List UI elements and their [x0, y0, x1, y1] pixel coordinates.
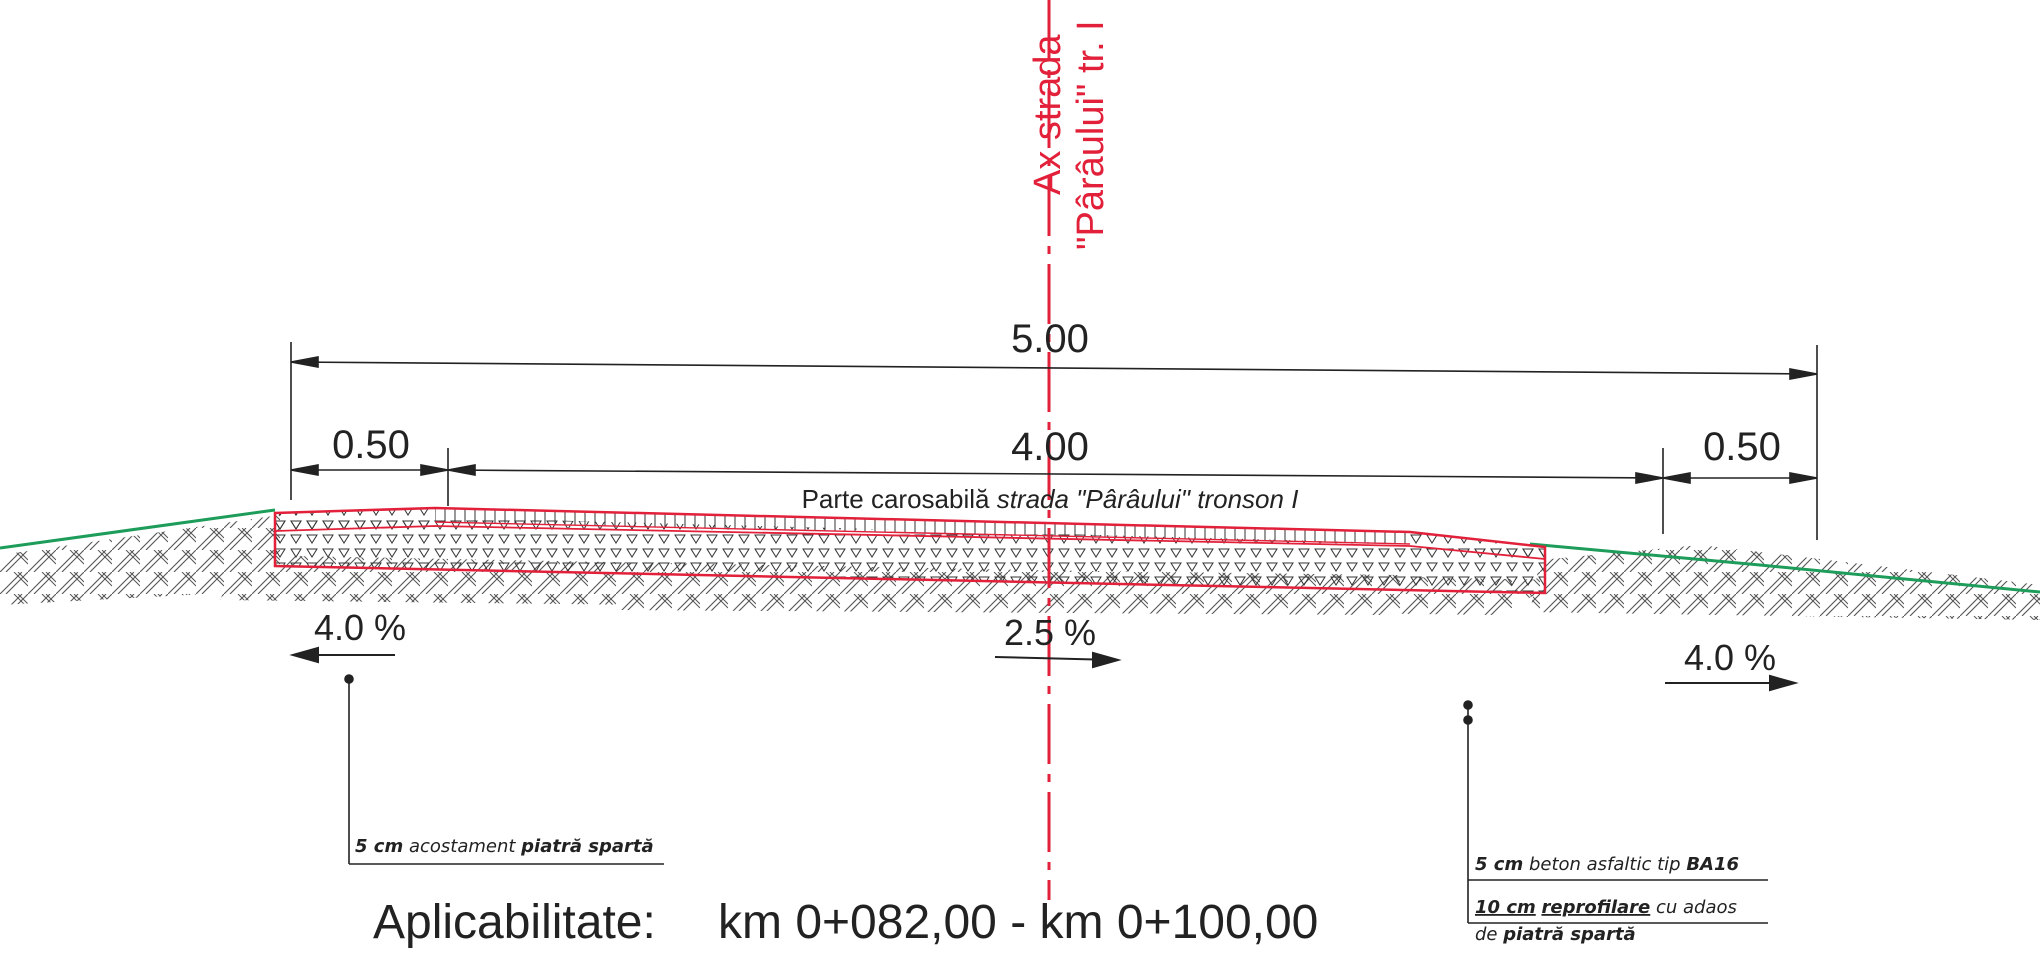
- pavement-structure: [273, 506, 1547, 595]
- dimension-total: 5.00: [1011, 317, 1089, 361]
- left-shoulder-layer: [275, 508, 435, 531]
- note-asphalt: 5 cm beton asfaltic tip BA16: [1475, 854, 1739, 875]
- slope-center: 2.5 %: [1004, 612, 1096, 653]
- note-shoulder: 5 cm acostament piatră spartă: [355, 836, 654, 857]
- dimension-carriageway: 4.00: [1011, 425, 1089, 469]
- slope-arrows: [289, 646, 1799, 692]
- note-reprofile-line2: de piatră spartă: [1475, 924, 1636, 945]
- carriageway-label: Parte carosabilă strada "Pârâului" trons…: [802, 484, 1299, 514]
- applicability-label: Aplicabilitate:: [373, 896, 656, 949]
- right-shoulder-layer: [1410, 532, 1545, 559]
- dimension-left-shoulder: 0.50: [332, 423, 410, 467]
- dimension-lines: [290, 342, 1818, 540]
- axis-label-line2: "Pârâului" tr. I: [1070, 20, 1112, 250]
- natural-ground-line: [0, 508, 2040, 594]
- slope-right: 4.0 %: [1684, 637, 1776, 678]
- dimension-right-shoulder: 0.50: [1703, 425, 1781, 469]
- slope-left: 4.0 %: [314, 607, 406, 648]
- pavement-outline: [273, 506, 1547, 595]
- axis-label-line1: Ax strada: [1027, 34, 1069, 195]
- leader-lines: [344, 674, 1768, 924]
- note-reprofile-line1: 10 cm reprofilare cu adaos: [1475, 897, 1737, 918]
- applicability-range: km 0+082,00 - km 0+100,00: [718, 896, 1318, 949]
- reprofiling-layer: [275, 513, 1545, 593]
- asphalt-layer: [435, 508, 1410, 544]
